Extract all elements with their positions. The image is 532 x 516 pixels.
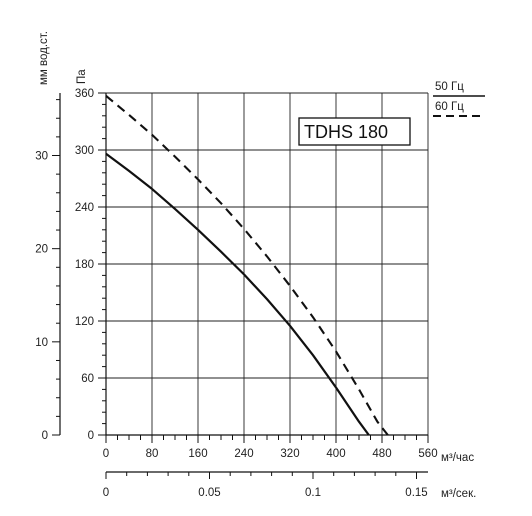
y-secondary-tick-label: 30: [35, 151, 48, 163]
y-secondary-tick-label: 0: [42, 430, 48, 442]
series-line-50hz: [105, 152, 370, 436]
y-tick-label: 0: [88, 430, 94, 442]
y-secondary-tick-label: 20: [35, 244, 48, 256]
x-secondary-tick-label: 0.1: [305, 487, 321, 499]
x-tick-label: 400: [326, 448, 345, 460]
y-primary-unit-label: Па: [76, 69, 88, 84]
y-secondary-unit-label: мм вод.ст.: [38, 31, 50, 85]
legend-label-50hz: 50 Гц: [435, 81, 464, 93]
y-tick-label: 360: [75, 88, 94, 100]
x-primary-unit-label: м³/час: [441, 452, 474, 464]
y-tick-label: 60: [81, 373, 94, 385]
y-secondary-tick-label: 10: [35, 337, 48, 349]
x-tick-label: 160: [188, 448, 207, 460]
x-tick-label: 560: [418, 448, 437, 460]
x-tick-label: 320: [280, 448, 299, 460]
x-secondary-tick-label: 0.05: [198, 487, 220, 499]
x-tick-label: 480: [372, 448, 391, 460]
y-tick-label: 300: [75, 145, 94, 157]
series-lines: [105, 94, 389, 436]
series-line-60hz: [105, 94, 389, 436]
y-tick-label: 180: [75, 259, 94, 271]
x-tick-label: 80: [146, 448, 159, 460]
x-secondary-tick-label: 0.15: [405, 487, 427, 499]
x-secondary-unit-label: м³/сек.: [441, 488, 476, 500]
legend-label-60hz: 60 Гц: [435, 101, 464, 113]
x-tick-label: 0: [103, 448, 109, 460]
legend: 50 Гц 60 Гц: [433, 81, 485, 117]
y-tick-label: 240: [75, 202, 94, 214]
x-secondary-tick-label: 0: [103, 487, 109, 499]
model-title-box: [298, 117, 411, 146]
y-tick-label: 120: [75, 316, 94, 328]
grid: [106, 92, 429, 435]
x-tick-label: 240: [234, 448, 253, 460]
model-title: TDHS 180: [304, 122, 388, 142]
